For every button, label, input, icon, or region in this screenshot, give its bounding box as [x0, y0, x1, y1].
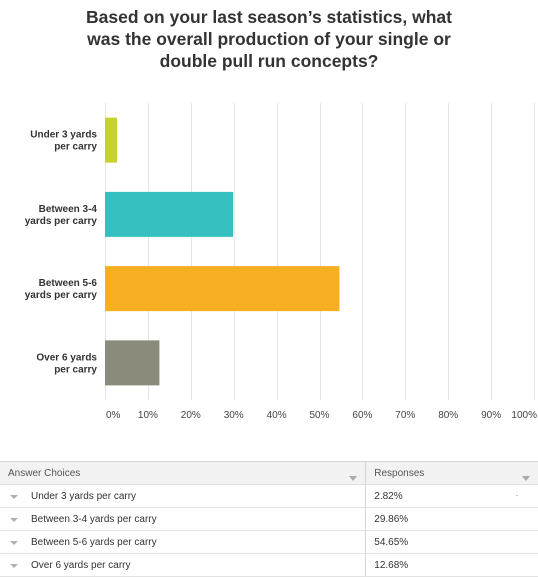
- responses-table: Answer Choices Responses Under 3 yards p…: [0, 461, 538, 577]
- category-label: Over 6 yards: [36, 352, 97, 363]
- expand-arrow-icon[interactable]: [10, 494, 18, 499]
- table-row[interactable]: Under 3 yards per carry 2.82%: [0, 484, 538, 508]
- category-label: Under 3 yards: [30, 130, 97, 141]
- responses-header[interactable]: Responses: [365, 461, 538, 485]
- table-header-row: Answer Choices Responses: [0, 461, 538, 485]
- responses-header-label: Responses: [374, 467, 425, 479]
- sort-arrow-icon[interactable]: [522, 475, 530, 481]
- chart-title: Based on your last season’s statistics, …: [0, 6, 538, 72]
- category-label: per carry: [54, 364, 97, 375]
- response-value: 12.68%: [374, 559, 409, 571]
- category-label: Between 3-4: [39, 204, 98, 215]
- response-value: 29.86%: [374, 513, 409, 525]
- chart-title-line-3: double pull run concepts?: [159, 51, 379, 71]
- x-tick-label: 10%: [138, 410, 158, 421]
- table-row[interactable]: Between 5-6 yards per carry 54.65%: [0, 530, 538, 554]
- x-tick-label: 30%: [224, 410, 244, 421]
- x-tick-label: 0%: [106, 410, 121, 421]
- table-row[interactable]: Between 3-4 yards per carry 29.86%: [0, 507, 538, 531]
- x-tick-label: 20%: [181, 410, 201, 421]
- x-tick-label: 100%: [511, 410, 537, 421]
- expand-arrow-icon[interactable]: [10, 563, 18, 568]
- category-label: per carry: [54, 142, 97, 153]
- x-tick-label: 70%: [395, 410, 415, 421]
- expand-arrow-icon[interactable]: [10, 517, 18, 522]
- table-row[interactable]: Over 6 yards per carry 12.68%: [0, 553, 538, 577]
- expand-arrow-icon[interactable]: [10, 540, 18, 545]
- dot-icon: [516, 495, 518, 496]
- answer-choice-label: Under 3 yards per carry: [31, 490, 137, 502]
- bar: [105, 340, 160, 386]
- x-tick-label: 60%: [352, 410, 372, 421]
- category-label: yards per carry: [25, 216, 98, 227]
- answer-choice-label: Between 5-6 yards per carry: [31, 536, 157, 548]
- x-tick-label: 80%: [438, 410, 458, 421]
- answer-choice-label: Over 6 yards per carry: [31, 559, 131, 571]
- answer-choices-header-label: Answer Choices: [8, 467, 81, 479]
- chart-title-line-1: Based on your last season’s statistics, …: [85, 7, 452, 27]
- bar: [105, 191, 234, 237]
- x-tick-label: 50%: [309, 410, 329, 421]
- sort-arrow-icon[interactable]: [349, 475, 358, 481]
- response-value: 54.65%: [374, 536, 409, 548]
- category-label: yards per carry: [25, 290, 98, 301]
- bar: [105, 266, 340, 312]
- category-label: Between 5-6: [39, 278, 98, 289]
- x-tick-label: 90%: [481, 410, 501, 421]
- chart-title-line-2: was the overall production of your singl…: [87, 29, 451, 49]
- bar: [105, 117, 118, 163]
- response-value: 2.82%: [374, 490, 403, 502]
- x-tick-label: 40%: [267, 410, 287, 421]
- answer-choice-label: Between 3-4 yards per carry: [31, 513, 157, 525]
- answer-choices-header[interactable]: Answer Choices: [0, 461, 367, 485]
